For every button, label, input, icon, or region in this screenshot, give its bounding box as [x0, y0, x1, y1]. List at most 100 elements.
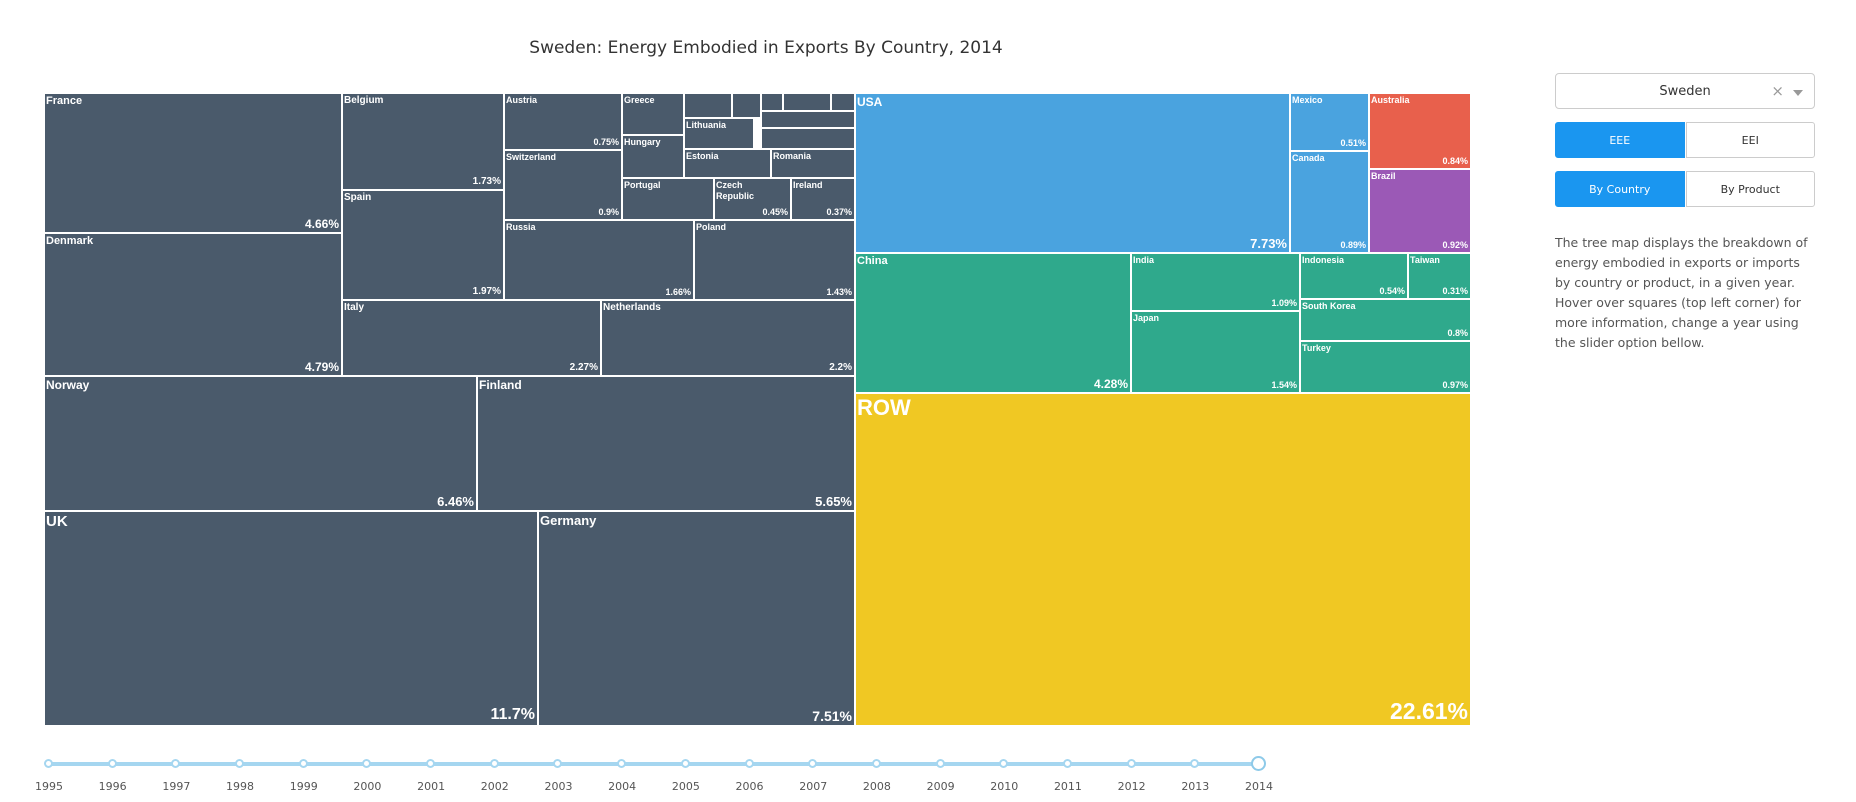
treemap-cell-poland[interactable]: Poland 1.43%: [694, 220, 855, 300]
year-tick-2004[interactable]: [617, 759, 627, 768]
year-slider[interactable]: 1995 1996 1997 1998 1999 2000 2001 2002 2003 2004…: [0, 756, 1300, 800]
year-tick-1999[interactable]: [298, 759, 308, 768]
treemap-cell-switzerland[interactable]: Switzerland 0.9%: [504, 150, 622, 220]
treemap-cell-brazil[interactable]: Brazil 0.92%: [1369, 169, 1471, 253]
year-tick-1997[interactable]: [171, 759, 181, 768]
chevron-down-icon[interactable]: [1793, 90, 1803, 96]
year-tick-2002[interactable]: [489, 759, 499, 768]
treemap-cell-usa[interactable]: USA 7.73%: [855, 93, 1290, 253]
year-tick-2006[interactable]: [744, 759, 754, 768]
year-tick-1995[interactable]: [44, 759, 53, 768]
treemap-cell-turkey[interactable]: Turkey 0.97%: [1300, 341, 1471, 393]
treemap-cell-finland[interactable]: Finland 5.65%: [477, 376, 855, 511]
cell-label: Spain: [344, 192, 372, 203]
treemap-cell-austria[interactable]: Austria 0.75%: [504, 93, 622, 150]
country-select[interactable]: Sweden ×: [1555, 73, 1815, 109]
treemap-cell-spain[interactable]: Spain 1.97%: [342, 190, 504, 300]
year-tick-2009[interactable]: [935, 759, 945, 768]
control-panel: Sweden × EEE EEI By Country By Product T…: [1555, 73, 1815, 353]
cell-percent: 0.31%: [1442, 286, 1468, 296]
year-tick-1996[interactable]: [107, 759, 117, 768]
treemap-cell-ireland[interactable]: Ireland 0.37%: [791, 178, 855, 220]
treemap-cell-germany[interactable]: Germany 7.51%: [538, 511, 855, 726]
cell-percent: 1.66%: [665, 287, 691, 297]
cell-label: Switzerland: [506, 152, 557, 162]
treemap-cell-canada[interactable]: Canada 0.89%: [1290, 151, 1369, 253]
treemap-cell-belgium[interactable]: Belgium 1.73%: [342, 93, 504, 190]
cell-label: China: [857, 255, 888, 267]
treemap-cell-small[interactable]: [761, 111, 855, 128]
year-tick-1998[interactable]: [235, 759, 245, 768]
cell-label: Brazil: [1371, 171, 1396, 181]
treemap-cell-uk[interactable]: UK 11.7%: [44, 511, 538, 726]
treemap-cell-small[interactable]: [761, 128, 855, 149]
by-product-button[interactable]: By Product: [1685, 171, 1815, 207]
year-tick-2000[interactable]: [362, 759, 372, 768]
cell-percent: 4.28%: [1093, 377, 1128, 391]
year-tick-2013[interactable]: [1190, 759, 1200, 768]
treemap-cell-denmark[interactable]: Denmark 4.79%: [44, 233, 342, 376]
cell-label: Norway: [46, 378, 90, 392]
treemap-cell-estonia[interactable]: Estonia: [684, 149, 771, 178]
year-tick-2010[interactable]: [999, 759, 1009, 768]
cell-percent: 22.61%: [1389, 698, 1468, 724]
cell-percent: 7.73%: [1250, 236, 1287, 251]
year-label: 2006: [735, 780, 764, 793]
treemap-cell-norway[interactable]: Norway 6.46%: [44, 376, 477, 511]
treemap-cell-india[interactable]: India 1.09%: [1131, 253, 1300, 311]
cell-label: South Korea: [1302, 301, 1356, 311]
treemap-cell-taiwan[interactable]: Taiwan 0.31%: [1408, 253, 1471, 299]
treemap-cell-small[interactable]: [783, 93, 831, 111]
cell-percent: 1.09%: [1271, 298, 1297, 308]
treemap-cell-australia[interactable]: Australia 0.84%: [1369, 93, 1471, 169]
year-tick-2007[interactable]: [808, 759, 818, 768]
treemap-cell-south-korea[interactable]: South Korea 0.8%: [1300, 299, 1471, 341]
treemap-cell-portugal[interactable]: Portugal: [622, 178, 714, 220]
year-label: 2012: [1117, 780, 1146, 793]
treemap-cell-small[interactable]: [732, 93, 761, 118]
cell-percent: 0.51%: [1340, 138, 1366, 148]
cell-label: Czech Republic: [716, 180, 755, 201]
cell-percent: 6.46%: [437, 494, 474, 509]
cell-label: Lithuania: [686, 120, 726, 130]
cell-label: Portugal: [624, 180, 661, 190]
treemap-cell-china[interactable]: China 4.28%: [855, 253, 1131, 393]
treemap-cell-japan[interactable]: Japan 1.54%: [1131, 311, 1300, 393]
treemap-cell-indonesia[interactable]: Indonesia 0.54%: [1300, 253, 1408, 299]
year-tick-2014[interactable]: [1251, 756, 1266, 771]
treemap-cell-romania[interactable]: Romania: [771, 149, 855, 178]
treemap-cell-row[interactable]: ROW 22.61%: [855, 393, 1471, 726]
cell-label: USA: [857, 95, 883, 109]
year-tick-2001[interactable]: [426, 759, 436, 768]
cell-percent: 2.2%: [829, 362, 852, 373]
cell-percent: 0.92%: [1442, 240, 1468, 250]
cell-label: Russia: [506, 222, 536, 232]
year-tick-2005[interactable]: [680, 759, 690, 768]
cell-label: Australia: [1371, 95, 1410, 105]
treemap-cell-netherlands[interactable]: Netherlands 2.2%: [601, 300, 855, 376]
treemap-cell-small[interactable]: [831, 93, 855, 111]
treemap-cell-mexico[interactable]: Mexico 0.51%: [1290, 93, 1369, 151]
treemap-cell-small[interactable]: [761, 93, 783, 111]
eei-button[interactable]: EEI: [1685, 122, 1815, 158]
cell-percent: 4.66%: [304, 217, 339, 231]
by-country-button[interactable]: By Country: [1555, 171, 1685, 207]
year-tick-2008[interactable]: [871, 759, 881, 768]
year-label: 2013: [1181, 780, 1210, 793]
treemap-cell-russia[interactable]: Russia 1.66%: [504, 220, 694, 300]
treemap-cell-czech-republic[interactable]: Czech Republic 0.45%: [714, 178, 791, 220]
treemap-cell-italy[interactable]: Italy 2.27%: [342, 300, 601, 376]
treemap-cell-lithuania[interactable]: Lithuania: [684, 118, 754, 149]
treemap-cell-small[interactable]: [684, 93, 732, 118]
year-slider-track[interactable]: [49, 762, 1259, 766]
eee-button[interactable]: EEE: [1555, 122, 1685, 158]
treemap-cell-greece[interactable]: Greece: [622, 93, 684, 135]
cell-percent: 0.8%: [1447, 328, 1468, 338]
clear-icon[interactable]: ×: [1771, 82, 1784, 100]
year-tick-2011[interactable]: [1062, 759, 1072, 768]
year-label: 2002: [480, 780, 509, 793]
year-tick-2012[interactable]: [1126, 759, 1136, 768]
treemap-cell-france[interactable]: France 4.66%: [44, 93, 342, 233]
treemap-cell-hungary[interactable]: Hungary: [622, 135, 684, 178]
year-tick-2003[interactable]: [553, 759, 563, 768]
